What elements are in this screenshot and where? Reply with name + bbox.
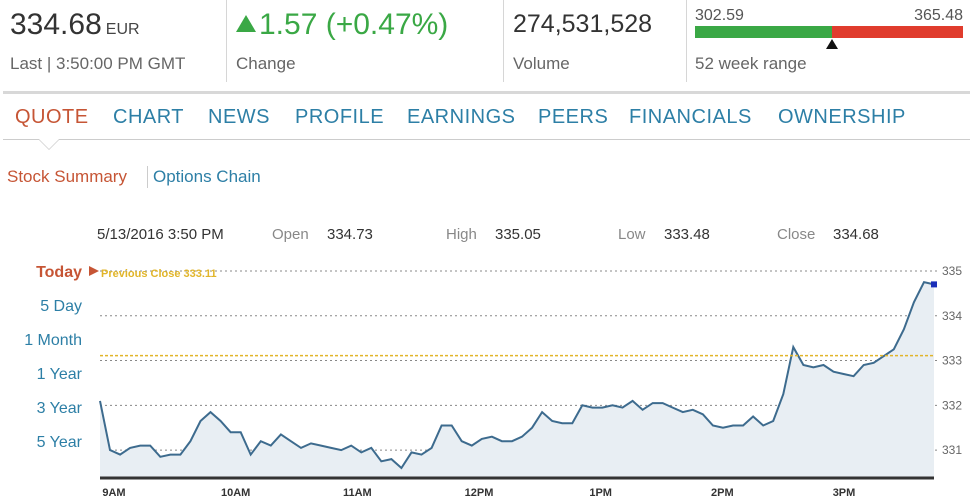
range-label: 52 week range <box>695 54 807 73</box>
divider <box>503 0 504 82</box>
ohlc-date: 5/13/2016 3:50 PM <box>97 226 224 243</box>
change-cell: 1.57 (+0.47%) Change <box>227 0 502 82</box>
x-tick-label: 10AM <box>221 487 250 499</box>
x-tick-label: 12PM <box>465 487 494 499</box>
close-value: 334.68 <box>833 226 879 243</box>
range-high: 365.48 <box>914 7 963 24</box>
header-divider <box>3 91 970 94</box>
currency-label: EUR <box>105 21 140 38</box>
tab-peers[interactable]: PEERS <box>538 106 609 128</box>
change-label: Change <box>236 54 296 73</box>
range-today[interactable]: Today <box>36 264 82 281</box>
range-1-year[interactable]: 1 Year <box>36 366 82 383</box>
price-cell: 334.68 EUR Last | 3:50:00 PM GMT <box>0 0 224 82</box>
week-range-bar <box>695 26 963 38</box>
range-low: 302.59 <box>695 7 744 24</box>
last-price: 334.68 EUR <box>10 8 140 42</box>
range-5-day[interactable]: 5 Day <box>40 298 82 315</box>
high-value: 335.05 <box>495 226 541 243</box>
subtab-divider <box>147 166 148 188</box>
up-arrow-icon <box>236 15 256 32</box>
low-value: 333.48 <box>664 226 710 243</box>
x-tick-label: 3PM <box>833 487 856 499</box>
range-3-year[interactable]: 3 Year <box>36 400 82 417</box>
previous-close-arrow-icon <box>89 266 99 276</box>
price-line <box>99 281 935 470</box>
y-tick-label: 331 <box>942 443 962 457</box>
change-value-wrap: 1.57 (+0.47%) <box>236 8 448 42</box>
main-tabs: QUOTE CHART NEWS PROFILE EARNINGS PEERS … <box>0 96 976 140</box>
subtab-options-chain[interactable]: Options Chain <box>153 167 261 186</box>
tab-earnings[interactable]: EARNINGS <box>407 106 516 128</box>
open-value: 334.73 <box>327 226 373 243</box>
tab-news[interactable]: NEWS <box>208 106 270 128</box>
x-tick-label: 2PM <box>711 487 734 499</box>
range-5-year[interactable]: 5 Year <box>36 434 82 451</box>
close-label: Close <box>777 226 816 243</box>
volume-label: Volume <box>513 54 570 73</box>
previous-close-label: Previous Close 333.11 <box>101 268 217 280</box>
x-tick-label: 9AM <box>102 487 125 499</box>
price-value: 334.68 <box>10 8 102 41</box>
price-area <box>100 282 934 477</box>
volume-value: 274,531,528 <box>513 10 653 38</box>
low-label: Low <box>618 226 646 243</box>
divider <box>686 0 687 82</box>
current-price-marker-icon <box>826 39 838 49</box>
tab-profile[interactable]: PROFILE <box>295 106 385 128</box>
quote-header: 334.68 EUR Last | 3:50:00 PM GMT 1.57 (+0… <box>0 0 976 90</box>
range-1-month[interactable]: 1 Month <box>24 332 82 349</box>
tab-quote[interactable]: QUOTE <box>15 106 89 128</box>
subtab-stock-summary[interactable]: Stock Summary <box>7 167 127 186</box>
tab-ownership[interactable]: OWNERSHIP <box>778 106 906 128</box>
y-tick-label: 334 <box>942 309 962 323</box>
y-tick-label: 332 <box>942 398 962 412</box>
tab-financials[interactable]: FINANCIALS <box>629 106 752 128</box>
tab-underline <box>3 139 970 140</box>
range-bar-low <box>695 26 832 38</box>
active-tab-pointer-inner <box>39 139 59 149</box>
high-label: High <box>446 226 477 243</box>
last-time-label: Last | 3:50:00 PM GMT <box>10 54 186 73</box>
volume-cell: 274,531,528 Volume <box>504 0 684 82</box>
last-point-marker <box>931 281 937 288</box>
range-bar-high <box>832 26 963 38</box>
divider <box>226 0 227 82</box>
y-tick-label: 335 <box>942 264 962 278</box>
open-label: Open <box>272 226 309 243</box>
x-tick-label: 11AM <box>343 487 372 499</box>
change-value: 1.57 (+0.47%) <box>259 8 449 41</box>
tab-chart[interactable]: CHART <box>113 106 185 128</box>
week-range-cell: 302.59 365.48 52 week range <box>687 0 976 82</box>
y-tick-label: 333 <box>942 354 962 368</box>
x-tick-label: 1PM <box>589 487 612 499</box>
